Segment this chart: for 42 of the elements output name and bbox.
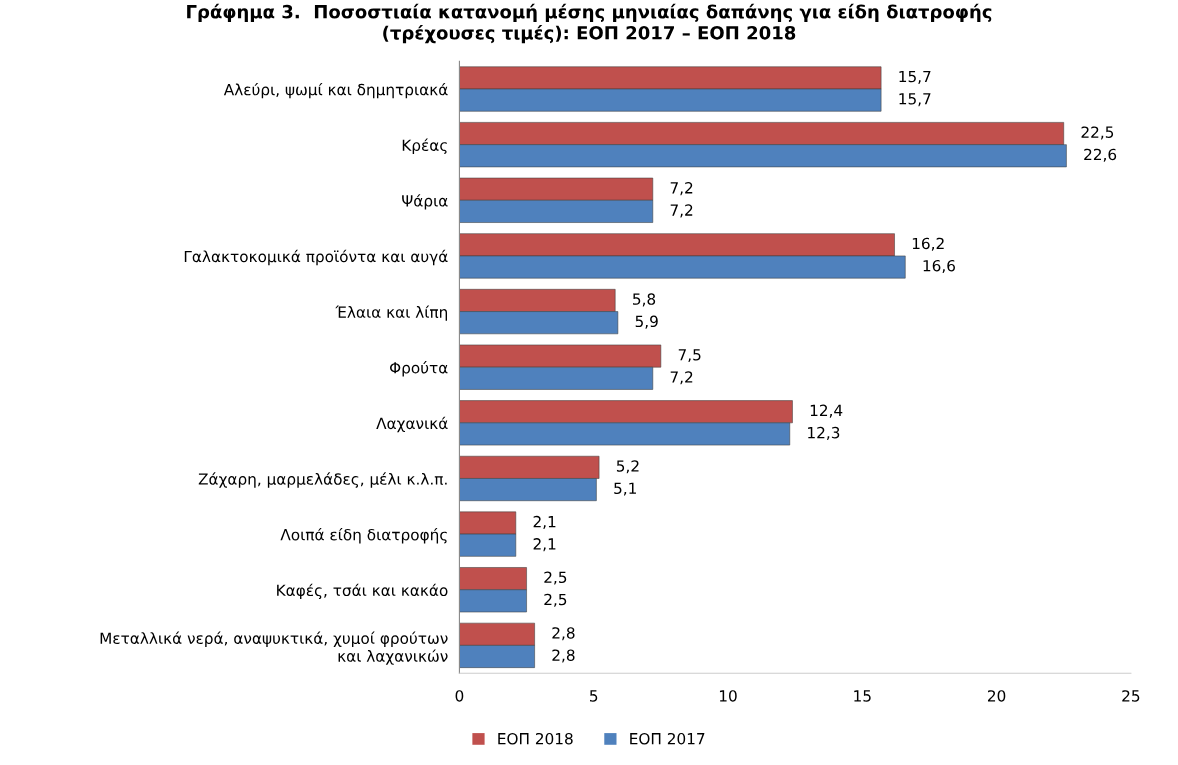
data-label: 2,1	[533, 515, 556, 529]
data-label: 12,3	[808, 426, 840, 440]
x-tick-label: 25	[1122, 690, 1140, 702]
y-tick-label: Ψάρια	[402, 194, 448, 210]
y-tick-label: Κρέας	[402, 138, 447, 154]
data-label: 5,1	[614, 482, 636, 496]
data-label: 7,2	[670, 371, 693, 385]
y-tick-label: Καφές, τσάι και κακάο	[277, 583, 448, 600]
data-label: 2,5	[544, 593, 567, 607]
y-tick-label: Έλαια και λίπη	[335, 305, 448, 321]
data-label: 15,7	[899, 70, 931, 84]
data-label: 2,5	[544, 571, 567, 585]
y-tick-label: Φρούτα	[389, 361, 448, 377]
x-tick-label: 0	[455, 690, 464, 702]
data-label: 7,2	[670, 182, 693, 196]
data-label: 7,5	[678, 349, 701, 363]
x-tick-label: 5	[590, 690, 598, 702]
y-tick-label: Ζάχαρη, μαρμελάδες, μέλι κ.λ.π.	[198, 472, 447, 488]
data-label: 5,8	[633, 293, 656, 307]
x-tick-label: 15	[854, 690, 871, 702]
x-tick-label: 20	[987, 690, 1006, 702]
data-label: 12,4	[810, 404, 843, 418]
y-tick-label: Γαλακτοκομικά προϊόντα και αυγά	[184, 249, 448, 266]
data-label: 7,2	[670, 204, 693, 218]
y-tick-label: Μεταλλικά νερά, αναψυκτικά, χυμοί φρούτων και λαχανικών	[100, 631, 448, 665]
data-label: 22,5	[1081, 126, 1114, 140]
data-label: 2,8	[552, 627, 575, 641]
legend-label: ΕΟΠ 2018	[498, 732, 573, 745]
y-tick-label: Λοιπά είδη διατροφής	[280, 528, 447, 544]
data-label: 5,2	[616, 460, 639, 474]
data-label: 15,7	[899, 93, 931, 107]
data-label: 22,6	[1084, 148, 1117, 162]
legend-label: ΕΟΠ 2017	[630, 732, 705, 745]
x-tick-label: 10	[719, 690, 737, 702]
data-label: 2,8	[552, 649, 575, 663]
chart-title: Γράφημα 3. Ποσοστιαία κατανομή μέσης μηνιαίας δαπάνης για είδη διατροφής (τρέχουσες τιμές): ΕΟΠ 2017 – ΕΟΠ 2018	[187, 3, 992, 44]
data-label: 5,9	[635, 315, 658, 329]
y-tick-label: Αλεύρι, ψωμί και δημητριακά	[223, 82, 448, 99]
y-tick-label: Λαχανικά	[376, 416, 448, 433]
data-label: 16,2	[912, 237, 944, 251]
data-label: 16,6	[923, 259, 955, 274]
data-label: 2,1	[533, 538, 556, 552]
